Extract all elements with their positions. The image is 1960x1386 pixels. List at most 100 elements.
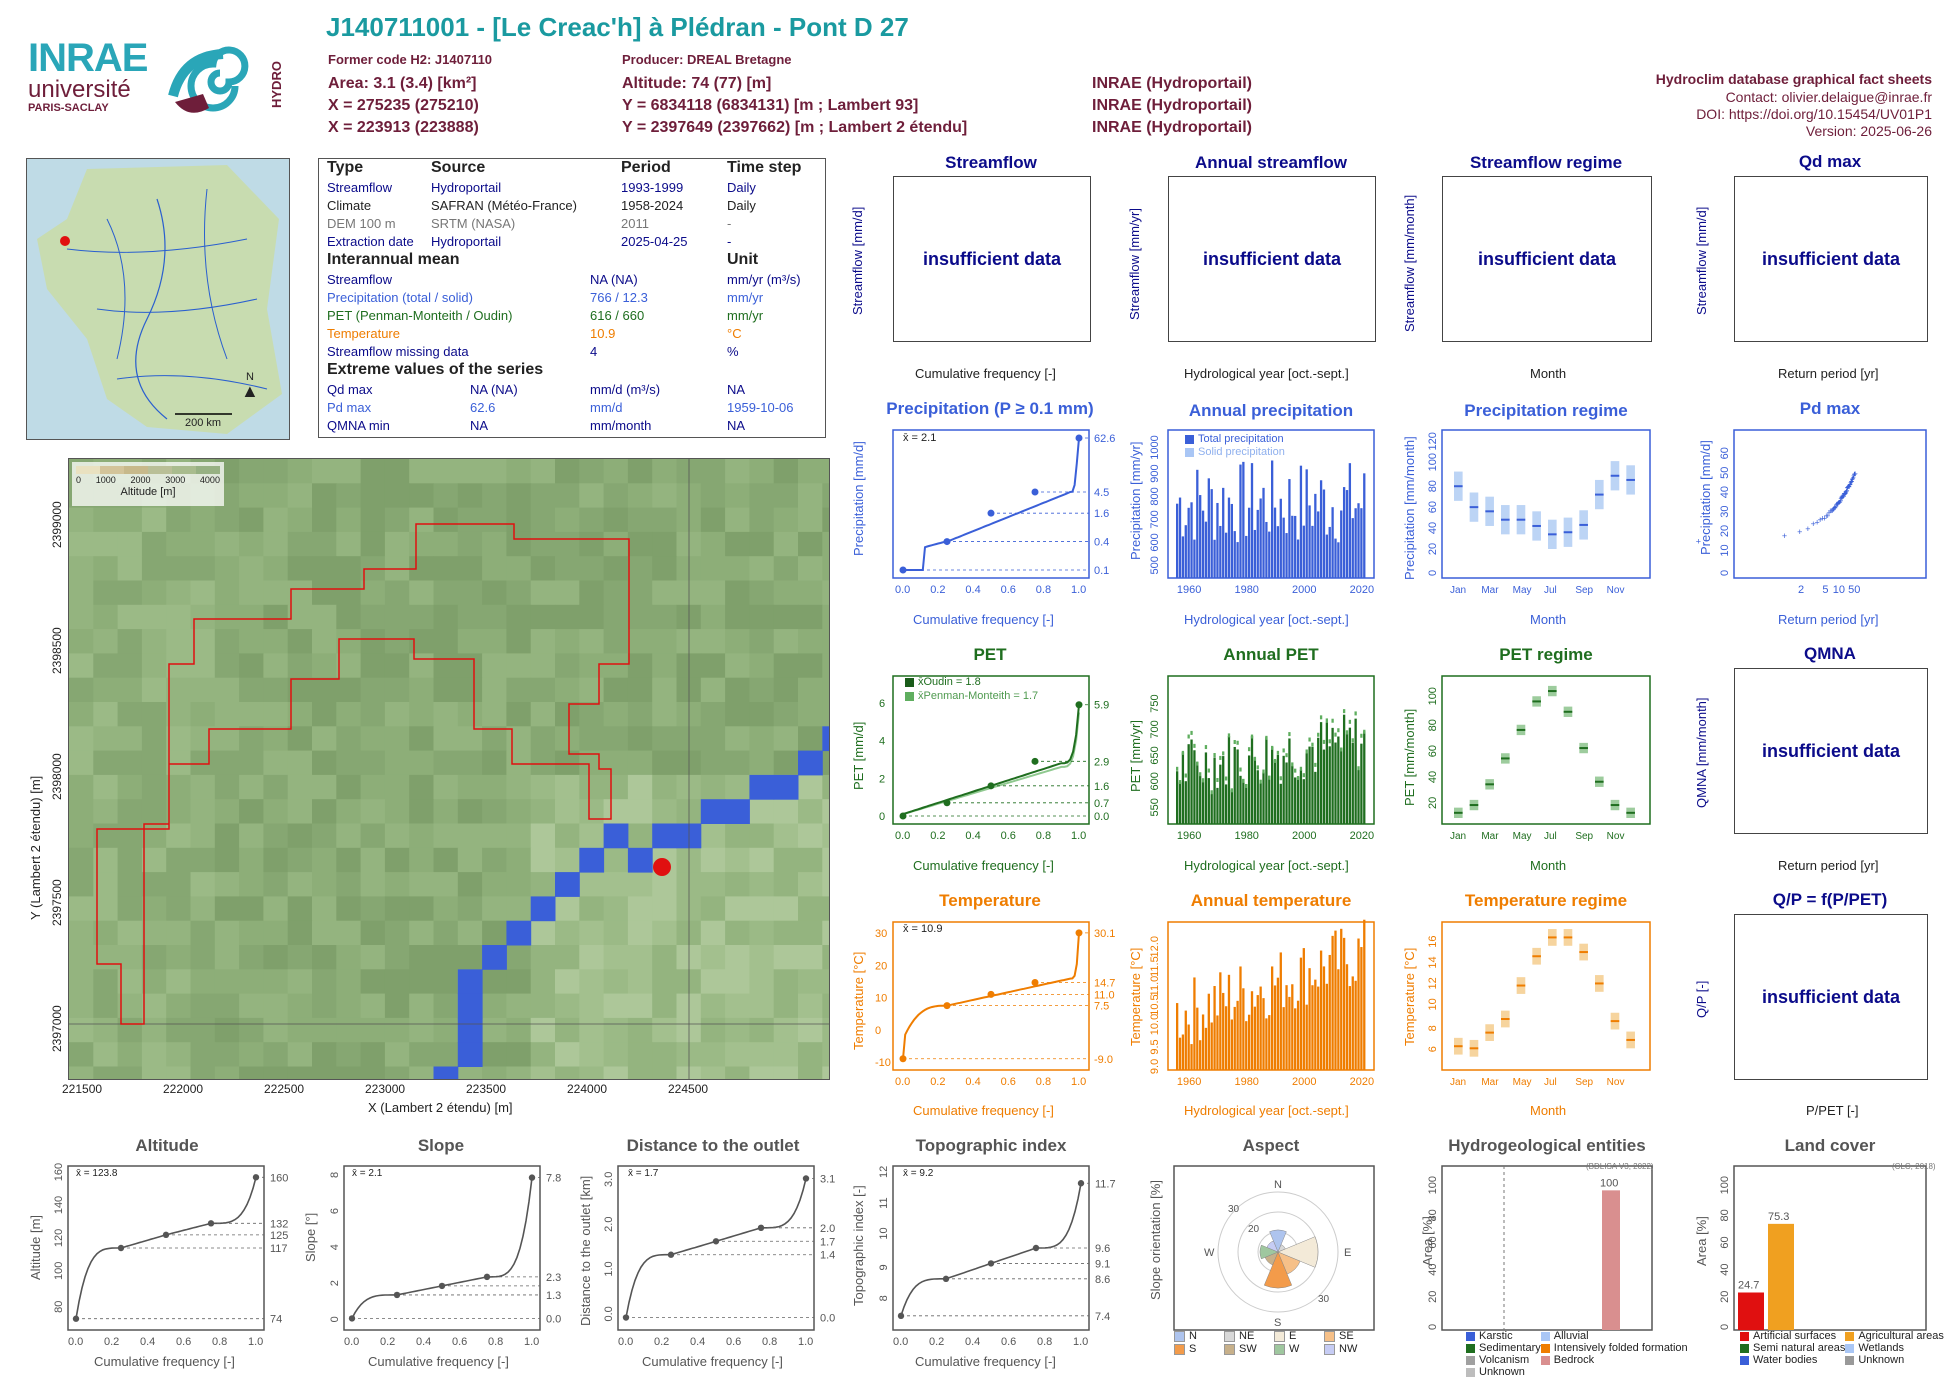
annual_temp-bar — [1184, 1010, 1187, 1070]
annual_pet-bar-light — [1184, 773, 1187, 778]
annual_precip-bar — [1216, 502, 1219, 578]
annual_pet-bar — [1296, 776, 1300, 824]
annual_temp-bar — [1296, 1000, 1300, 1070]
distance-x-tick: 0.8 — [762, 1336, 777, 1348]
precip-x-tick: 0.8 — [1036, 584, 1051, 596]
aspect-legend-item: W — [1274, 1343, 1324, 1355]
annual_pet-bar — [1282, 755, 1285, 824]
dem-cell — [652, 483, 677, 509]
dem-cell — [822, 507, 829, 533]
altitude-x-tick: 1.0 — [248, 1336, 263, 1348]
annual_temp-bar — [1325, 983, 1328, 1070]
mean-section-head: Interannual mean Unit — [327, 251, 817, 271]
landcover-source: (CLC, 2018) — [1892, 1162, 1936, 1171]
annual_pet-bar-light — [1224, 776, 1228, 781]
annual_pet-bar-light — [1331, 718, 1334, 723]
precip-x-tick: 0.4 — [965, 584, 980, 596]
dem-cell — [579, 702, 605, 727]
dem-cell — [287, 750, 313, 776]
annual_temp-bar — [1354, 980, 1357, 1070]
dem-cell — [603, 483, 629, 509]
landcover-legend-item: Semi natural areas — [1740, 1342, 1845, 1354]
dem-cell — [530, 653, 556, 679]
annual_pet-bar-light — [1340, 747, 1343, 752]
dem-cell — [384, 629, 410, 654]
annual_pet-bar — [1222, 756, 1225, 824]
annual_temp-bar — [1242, 988, 1245, 1070]
annual_pet-bar — [1204, 752, 1208, 824]
cell: DEM 100 m — [327, 216, 396, 231]
topo-y-tick: 8 — [878, 1295, 890, 1301]
dem-cell — [384, 799, 410, 824]
dem-cell — [457, 531, 483, 557]
dem-cell — [652, 774, 677, 800]
dem-cell — [409, 483, 434, 509]
annual_temp-bar — [1268, 1015, 1271, 1070]
dem-cell — [117, 847, 143, 873]
dem-cell — [69, 507, 94, 533]
altitude-quantile-point — [207, 1220, 215, 1227]
pd-max-y-tick: 50 — [1719, 467, 1731, 479]
annual_temp-bar — [1196, 1007, 1199, 1070]
precip-quantile-point — [899, 566, 907, 574]
temp-y-tick: -10 — [875, 1057, 891, 1069]
dem-cell — [482, 726, 507, 752]
annual_pet-bar-light — [1256, 765, 1259, 770]
dem-cell — [141, 799, 167, 824]
annual_pet-x-tick: 2020 — [1350, 830, 1374, 842]
annual_pet-bar — [1207, 778, 1210, 824]
table-row: Pd max 62.6 mm/d 1959-10-06 — [327, 399, 817, 417]
dem-cell — [822, 629, 829, 654]
annual_pet-bar — [1288, 738, 1291, 824]
altitude-y-tick: 160 — [53, 1163, 65, 1181]
temp-y-tick: 20 — [875, 960, 887, 972]
dem-cell — [263, 604, 289, 630]
qp-title: Q/P = f(P/PET) — [1772, 890, 1888, 909]
precip-regime-xlabel: Month — [1530, 612, 1567, 627]
annual_pet-bar-light — [1282, 748, 1285, 753]
distance-right-tick: 1.4 — [820, 1250, 835, 1262]
landcover-legend-label: Wetlands — [1858, 1342, 1904, 1354]
annual_temp-bar — [1222, 992, 1225, 1070]
dem-cell — [749, 750, 775, 776]
annual_pet-bar — [1348, 727, 1352, 824]
dem-cell — [239, 774, 264, 800]
annual_pet-bar — [1245, 784, 1248, 824]
dem-cell — [93, 774, 119, 800]
contact[interactable]: Contact: olivier.delaigue@inrae.fr — [1725, 89, 1932, 105]
annual_pet-bar-light — [1259, 779, 1262, 784]
annual_pet-bar — [1216, 787, 1219, 824]
dem-cell — [312, 507, 337, 533]
dem-cell — [166, 629, 191, 654]
cell: 1993-1999 — [621, 180, 684, 195]
legend-total-precip: Total precipitation — [1185, 433, 1284, 445]
annual_pet-bar-light — [1201, 778, 1205, 783]
dem-cell — [457, 459, 483, 484]
dem-cell — [336, 799, 362, 824]
aspect-n-label: N — [1274, 1179, 1282, 1191]
annual_precip-bar — [1224, 532, 1228, 578]
annual_temp-bar — [1262, 998, 1265, 1070]
dem-cell — [166, 531, 191, 557]
doi-link[interactable]: DOI: https://doi.org/10.15454/UV01P1 — [1696, 106, 1932, 122]
dem-cell — [190, 507, 216, 533]
annual_pet-x-tick: 1960 — [1177, 830, 1201, 842]
precip-xlabel: Cumulative frequency [-] — [913, 612, 1054, 627]
pet-right-tick: 1.6 — [1094, 781, 1109, 793]
dem-cell — [530, 750, 556, 776]
altitude-quantile-point — [252, 1174, 260, 1181]
altitude-x-tick: 0.4 — [140, 1336, 155, 1348]
dem-cell — [409, 677, 434, 703]
dem-cell — [749, 604, 775, 630]
annual_pet-bar — [1213, 757, 1216, 824]
dem-cell — [579, 604, 605, 630]
hydrogeo-legend-item: Volcanism — [1466, 1354, 1541, 1366]
dem-cell — [433, 580, 459, 606]
dem-cell — [336, 750, 362, 776]
dem-cell — [141, 750, 167, 776]
pd-max-ylabel: Precipitation [mm/d] — [1698, 440, 1713, 555]
annual_pet-bar-light — [1317, 732, 1320, 737]
precip-x-tick: 0.2 — [930, 584, 945, 596]
annual_temp-bar — [1193, 977, 1196, 1070]
dem-cell — [263, 726, 289, 752]
